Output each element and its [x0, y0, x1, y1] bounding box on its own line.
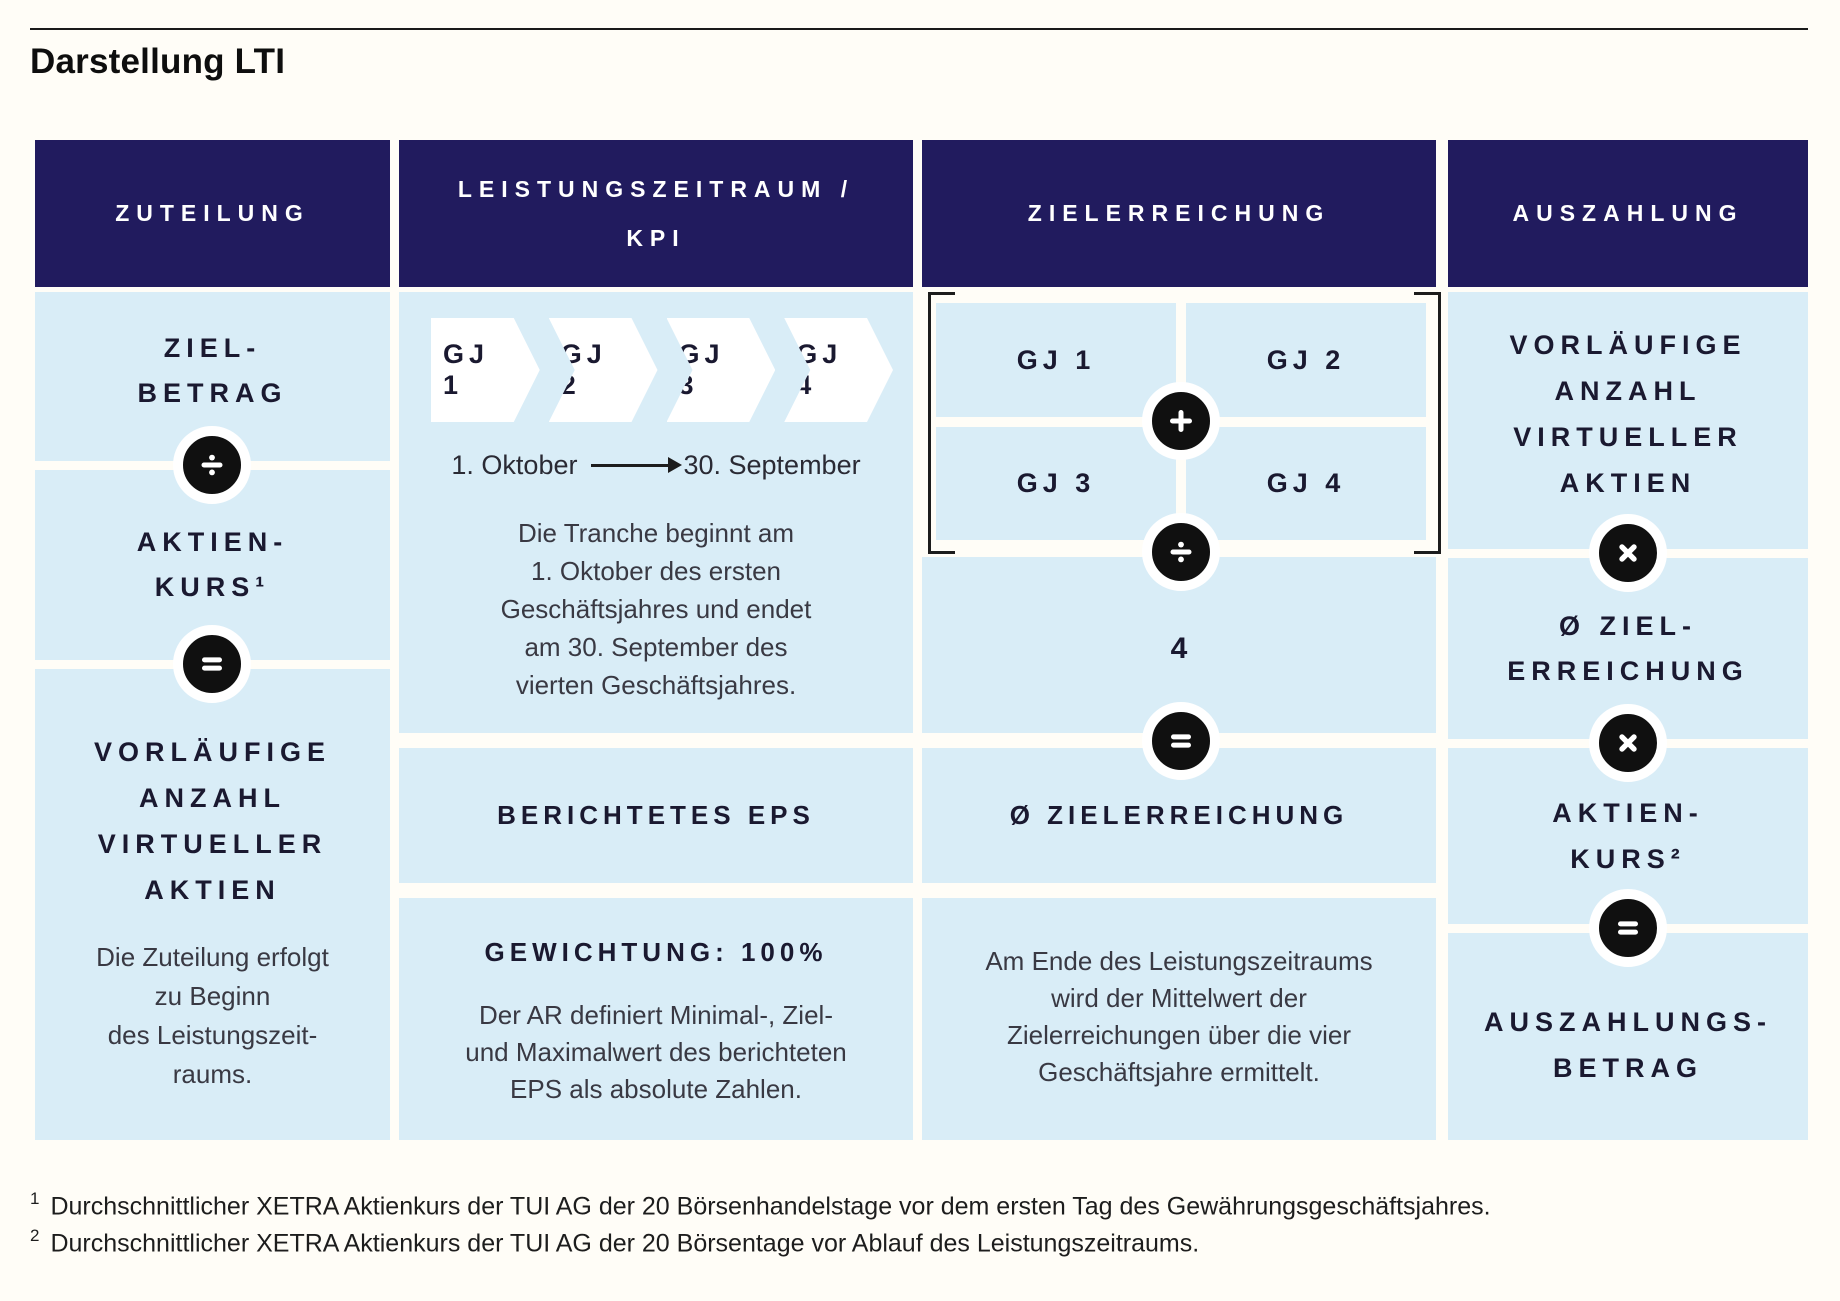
zuteilung-result-line2: ANZAHL	[139, 783, 286, 813]
achievement-note: Am Ende des Leistungszeitraums wird der …	[985, 946, 1373, 1087]
header-leistungszeitraum: LEISTUNGSZEITRAUM / KPI	[399, 140, 913, 287]
timeline-end: 30. September	[683, 449, 861, 480]
matrix-gj1: GJ 1	[936, 303, 1176, 417]
header-leistungszeitraum-line2: KPI	[626, 224, 686, 251]
top-rule	[30, 28, 1808, 30]
zuteilung-result-line3: VIRTUELLER	[97, 829, 328, 859]
timeline-start: 1. Oktober	[451, 449, 578, 480]
payout-amount-line1: AUSZAHLUNGS-	[1484, 1006, 1772, 1037]
divide-icon	[1142, 513, 1220, 591]
payout-amount-line2: BETRAG	[1553, 1052, 1703, 1083]
header-auszahlung: AUSZAHLUNG	[1448, 140, 1808, 287]
zuteilung-note: Die Zuteilung erfolgt zu Beginn des Leis…	[96, 942, 329, 1089]
zuteilung-result-line1: VORLÄUFIGE	[93, 737, 331, 767]
payout-price-line2: KURS²	[1570, 844, 1686, 874]
footnote-2-marker: 2	[30, 1226, 40, 1245]
header-zuteilung: ZUTEILUNG	[35, 140, 390, 287]
header-zielerreichung-label: ZIELERREICHUNG	[1027, 200, 1331, 226]
matrix-gj2: GJ 2	[1186, 303, 1426, 417]
times-icon	[1589, 514, 1667, 592]
zuteilung-result-box: VORLÄUFIGE ANZAHL VIRTUELLER AKTIEN Die …	[35, 669, 390, 1140]
right-arrow-icon	[591, 456, 683, 473]
header-leistungszeitraum-line1: LEISTUNGSZEITRAUM /	[457, 175, 855, 202]
header-zielerreichung: ZIELERREICHUNG	[922, 140, 1436, 287]
footnote-1: 1 Durchschnittlicher XETRA Aktienkurs der…	[30, 1189, 1491, 1221]
aktienkurs-line1: AKTIEN-	[136, 527, 289, 557]
plus-icon	[1142, 382, 1220, 460]
weighting-note: Der AR definiert Minimal-, Ziel- und Max…	[465, 1000, 847, 1104]
matrix-gj3: GJ 3	[936, 427, 1176, 540]
payout-shares-line4: AKTIEN	[1559, 467, 1697, 498]
average-achievement-label: Ø ZIELERREICHUNG	[1009, 800, 1349, 830]
chevron-gj4: GJ 4	[784, 318, 893, 422]
chevron-gj1: GJ 1	[431, 318, 540, 422]
divide-icon	[173, 426, 251, 504]
equals-icon	[1142, 702, 1220, 780]
kpi-period-box: GJ 1 GJ 2 GJ 3 GJ 4 1. Oktober 30. Septe…	[399, 292, 913, 733]
kpi-weighting-box: GEWICHTUNG: 100% Der AR definiert Minima…	[399, 898, 913, 1140]
kpi-eps-box: BERICHTETES EPS	[399, 748, 913, 883]
zielbetrag-line2: BETRAG	[137, 377, 288, 408]
footnote-1-marker: 1	[30, 1189, 40, 1208]
kpi-eps-label: BERICHTETES EPS	[497, 800, 815, 830]
payout-shares-line1: VORLÄUFIGE	[1509, 329, 1747, 360]
payout-price-line1: AKTIEN-	[1552, 798, 1704, 828]
equals-icon	[173, 625, 251, 703]
denominator-value: 4	[1170, 632, 1188, 665]
fiscal-year-matrix: GJ 1 GJ 2 GJ 3 GJ 4	[936, 303, 1426, 540]
equals-icon	[1589, 889, 1667, 967]
zuteilung-result-line4: AKTIEN	[144, 875, 281, 905]
zielbetrag-line1: ZIEL-	[163, 332, 262, 363]
achievement-note-box: Am Ende des Leistungszeitraums wird der …	[922, 898, 1436, 1140]
footnote-2-text: Durchschnittlicher XETRA Aktienkurs der …	[50, 1229, 1200, 1258]
payout-target-line2: ERREICHUNG	[1507, 655, 1749, 686]
chevron-gj2: GJ 2	[549, 318, 658, 422]
tranche-note: Die Tranche beginnt am 1. Oktober des er…	[500, 518, 812, 700]
payout-shares-box: VORLÄUFIGE ANZAHL VIRTUELLER AKTIEN	[1448, 292, 1808, 549]
matrix-gj4: GJ 4	[1186, 427, 1426, 540]
period-timeline: 1. Oktober 30. September	[399, 445, 913, 485]
payout-amount-box: AUSZAHLUNGS- BETRAG	[1448, 933, 1808, 1140]
payout-shares-line2: ANZAHL	[1554, 375, 1702, 406]
aktienkurs-line2: KURS¹	[154, 572, 271, 602]
page-title: Darstellung LTI	[30, 42, 286, 81]
payout-target-line1: Ø ZIEL-	[1558, 610, 1697, 641]
header-auszahlung-label: AUSZAHLUNG	[1512, 200, 1744, 226]
weighting-label: GEWICHTUNG: 100%	[484, 937, 828, 967]
fiscal-year-chevrons: GJ 1 GJ 2 GJ 3 GJ 4	[431, 318, 893, 422]
payout-shares-line3: VIRTUELLER	[1513, 421, 1743, 452]
footnote-2: 2 Durchschnittlicher XETRA Aktienkurs der…	[30, 1226, 1200, 1258]
matrix-bracket-left	[928, 292, 955, 554]
chevron-gj3: GJ 3	[667, 318, 776, 422]
header-zuteilung-label: ZUTEILUNG	[115, 200, 310, 226]
matrix-bracket-right	[1414, 292, 1441, 554]
footnote-1-text: Durchschnittlicher XETRA Aktienkurs der …	[50, 1192, 1491, 1221]
times-icon	[1589, 704, 1667, 782]
